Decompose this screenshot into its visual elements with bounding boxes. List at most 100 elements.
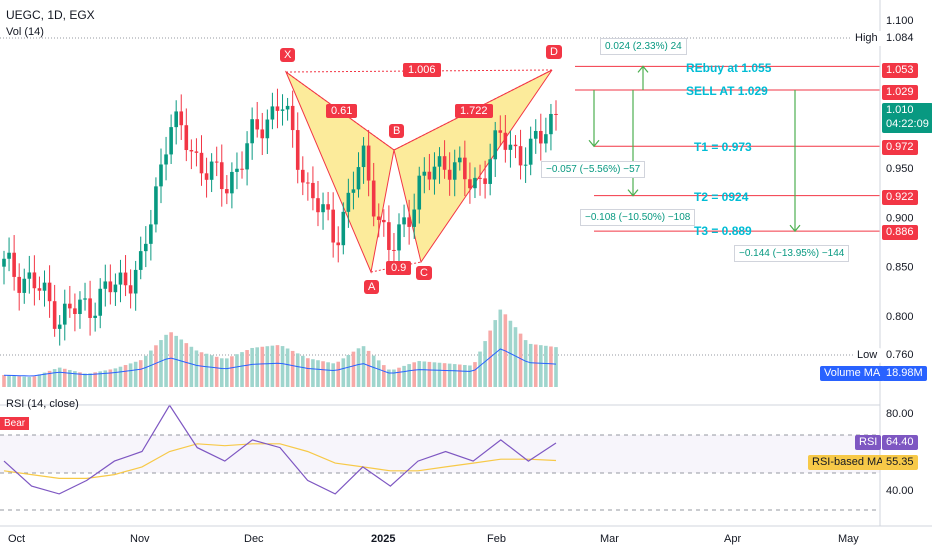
symbol-title[interactable]: UEGC, 1D, EGX xyxy=(6,8,95,22)
volume-bar xyxy=(235,354,239,387)
candle-body xyxy=(346,192,351,212)
candle-body xyxy=(280,109,285,111)
volume-bar xyxy=(214,356,219,387)
candle-body xyxy=(265,119,270,139)
candle-body xyxy=(17,276,21,293)
candle-body xyxy=(219,162,224,190)
candle-body xyxy=(427,171,432,180)
candlestick-series xyxy=(2,88,558,346)
candle-body xyxy=(113,284,118,293)
volume-bar xyxy=(230,356,234,387)
candle-body xyxy=(7,252,11,259)
volume-bar xyxy=(164,334,168,387)
candle-body xyxy=(311,182,315,199)
candle-body xyxy=(539,130,543,144)
candle-body xyxy=(52,301,57,329)
rsi-ma-line xyxy=(3,443,557,479)
rsi-ma-label-tag: RSI-based MA xyxy=(808,455,888,470)
candle-body xyxy=(488,159,492,184)
volume-bar xyxy=(240,352,244,387)
volume-series xyxy=(2,309,558,387)
volume-bar xyxy=(174,335,178,387)
volume-bar xyxy=(483,341,487,387)
volume-ma-value: 18.98M xyxy=(882,366,927,381)
time-tick: Mar xyxy=(600,533,619,545)
rsi-label-tag: RSI xyxy=(855,435,882,450)
volume-bar xyxy=(392,369,396,387)
rsi-indicator-label[interactable]: RSI (14, close) xyxy=(6,398,79,410)
candle-body xyxy=(392,249,396,251)
candle-body xyxy=(295,130,300,170)
time-tick: 2025 xyxy=(371,533,395,545)
level-tag-0886: 0.886 xyxy=(882,225,918,240)
volume-bar xyxy=(57,367,62,387)
target-arrow-head xyxy=(627,189,639,197)
ratio-xd: 1.006 xyxy=(403,63,441,77)
rsi-ticks: 80.00 40.00 xyxy=(886,408,914,497)
volume-bar xyxy=(356,348,361,387)
candle-body xyxy=(22,278,27,293)
point-x: X xyxy=(280,48,296,62)
candle-body xyxy=(93,315,97,318)
candle-body xyxy=(371,180,376,217)
volume-indicator-label[interactable]: Vol (14) xyxy=(6,26,44,38)
candle-body xyxy=(12,252,16,277)
volume-bar xyxy=(184,343,189,387)
time-tick: May xyxy=(838,533,859,545)
volume-bar xyxy=(523,340,528,387)
volume-bar xyxy=(159,340,163,387)
volume-bar xyxy=(73,371,77,387)
candle-body xyxy=(235,168,239,172)
volume-ma-label: Volume MA xyxy=(820,366,885,381)
rsi-line xyxy=(3,404,557,495)
target-arrow-head xyxy=(588,139,600,148)
volume-bar xyxy=(260,346,265,387)
candle-body xyxy=(250,119,254,144)
candle-body xyxy=(397,224,401,251)
target-2-label: T2 = 0924 xyxy=(694,190,749,204)
volume-bar xyxy=(83,373,87,387)
candle-body xyxy=(103,281,108,289)
volume-bar xyxy=(290,350,295,387)
candle-body xyxy=(402,217,406,225)
measure-up: 0.024 (2.33%) 24 xyxy=(600,38,687,55)
volume-bar xyxy=(2,375,6,387)
ratio-bd: 1.722 xyxy=(455,104,493,118)
volume-bar xyxy=(331,363,335,387)
volume-bar xyxy=(113,368,118,387)
volume-bar xyxy=(32,376,37,387)
volume-bar xyxy=(128,363,133,387)
candle-body xyxy=(68,303,72,309)
volume-bar xyxy=(169,332,173,387)
last-price-tag: 1.010 04:22:09 xyxy=(882,103,932,133)
volume-bar xyxy=(412,362,417,387)
candle-body xyxy=(306,182,310,184)
level-lines xyxy=(575,65,880,232)
rsi-tick: 80.00 xyxy=(886,408,914,420)
candle-body xyxy=(32,272,37,289)
candle-body xyxy=(194,151,199,153)
volume-bar xyxy=(62,368,67,387)
volume-bar xyxy=(245,350,249,387)
price-tick: 0.800 xyxy=(886,311,914,323)
candle-body xyxy=(300,169,305,183)
candle-body xyxy=(452,162,457,180)
candle-body xyxy=(149,224,153,244)
price-tick: 0.900 xyxy=(886,212,914,224)
bear-badge: Bear xyxy=(0,417,30,430)
time-tick: Dec xyxy=(244,533,264,545)
volume-bar xyxy=(382,365,386,387)
time-tick: Feb xyxy=(487,533,506,545)
candle-body xyxy=(326,204,330,210)
measure-3: −0.144 (−13.95%) −144 xyxy=(734,245,850,262)
candle-body xyxy=(184,125,189,151)
point-b: B xyxy=(389,124,405,138)
candle-body xyxy=(523,164,528,166)
level-tag-1053: 1.053 xyxy=(882,63,918,78)
volume-bar xyxy=(478,351,482,387)
volume-bar xyxy=(387,369,391,387)
candle-body xyxy=(533,130,538,139)
rsi-ma-value-tag: 55.35 xyxy=(882,455,918,470)
volume-bar xyxy=(539,345,543,387)
